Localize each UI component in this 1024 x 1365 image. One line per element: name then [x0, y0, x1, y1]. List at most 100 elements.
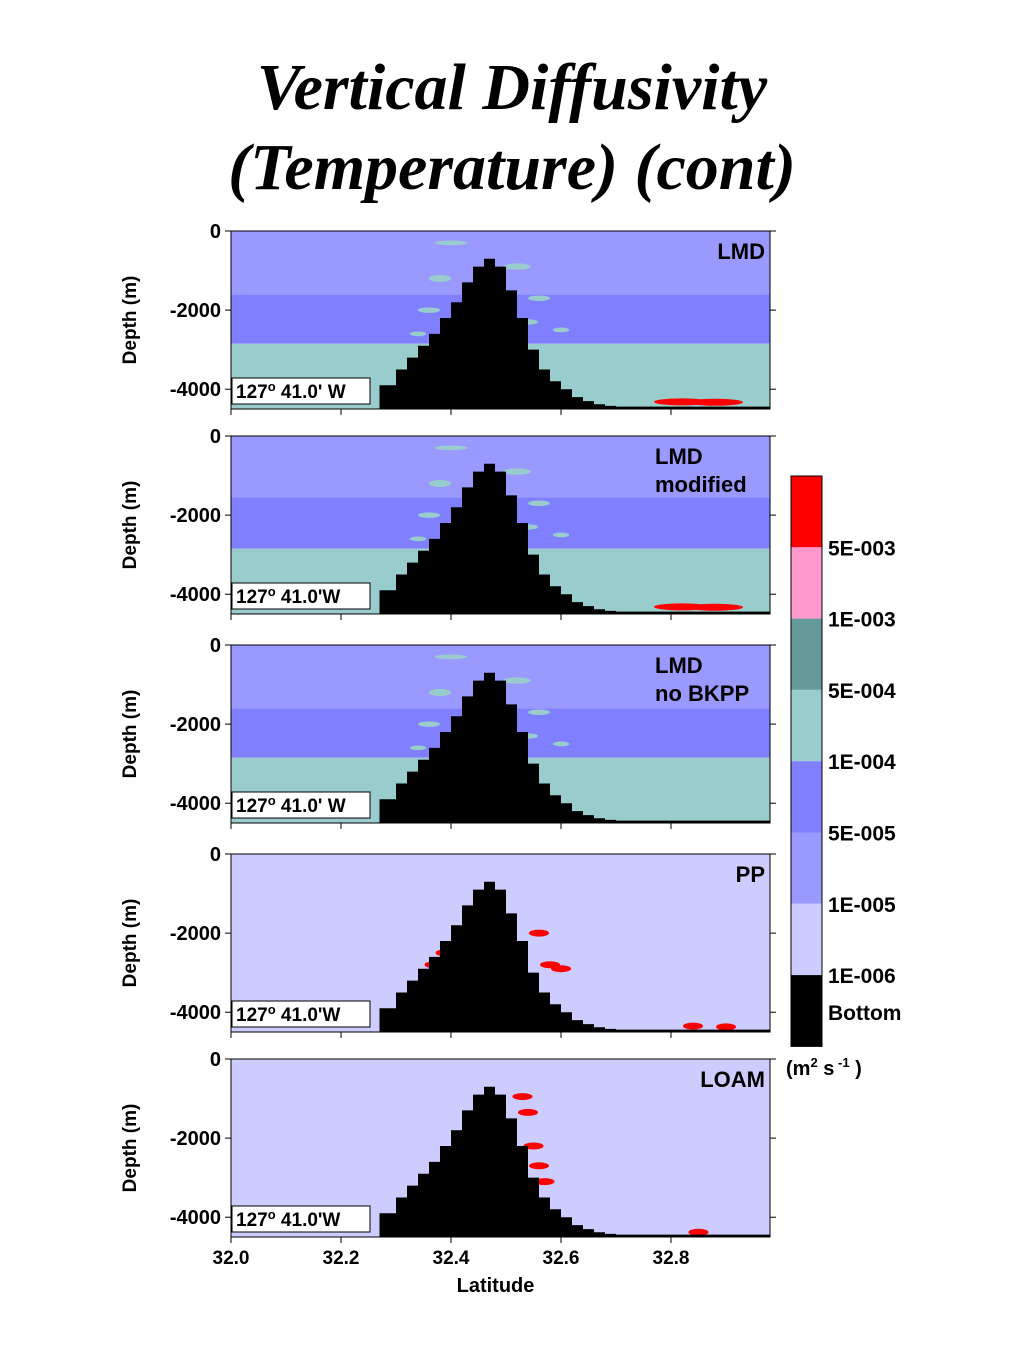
mixing-patch — [528, 295, 550, 302]
y-tick-label: -4000 — [170, 1207, 221, 1229]
panel-label: no BKPP — [655, 681, 749, 706]
y-tick-label: 0 — [210, 221, 221, 243]
colorbar-swatch — [791, 689, 822, 762]
location-box — [231, 377, 371, 405]
x-tick-label: 32.4 — [433, 1248, 470, 1269]
panel-label: LMD — [655, 444, 703, 469]
y-tick-label: -4000 — [170, 1002, 221, 1024]
seamount-bottom — [379, 258, 770, 409]
colorbar-frame — [790, 475, 823, 1047]
location-box — [231, 1205, 371, 1233]
panel-frame — [230, 435, 771, 615]
colorbar-swatch — [791, 903, 822, 976]
colorbar-swatch — [791, 476, 822, 548]
colorbar-label: 5E-004 — [828, 680, 896, 703]
high-diffusivity-patch — [518, 1108, 538, 1116]
mixing-patch — [434, 445, 468, 451]
colorbar-label: 5E-005 — [828, 823, 896, 846]
y-tick-label: -4000 — [170, 379, 221, 401]
y-tick-label: -2000 — [170, 505, 221, 527]
mixing-patch — [409, 536, 427, 542]
high-diffusivity-patch — [687, 603, 743, 611]
location-label: 127o 41.0'W — [236, 1002, 340, 1026]
colorbar-label: 1E-006 — [828, 965, 896, 988]
location-label: 127o 41.0'W — [236, 584, 340, 608]
mixing-patch — [552, 327, 570, 333]
y-tick-label: -2000 — [170, 923, 221, 945]
mixing-patch — [418, 307, 440, 313]
seamount-bottom — [379, 672, 770, 823]
colorbar-swatch — [791, 547, 822, 619]
mixing-patch — [503, 263, 531, 270]
panel-5: 0 -2000 -4000 Depth (m) LOAM 127o 41.0'W — [120, 1049, 776, 1243]
x-tick-label: 32.0 — [213, 1248, 250, 1269]
mixing-patch — [503, 468, 531, 475]
mixing-patch — [552, 741, 570, 747]
high-diffusivity-patch — [551, 965, 571, 973]
location-label: 127o 41.0'W — [236, 1207, 340, 1231]
high-diffusivity-patch — [716, 1023, 736, 1031]
high-diffusivity-patch — [529, 929, 549, 937]
seamount-bottom — [379, 1086, 770, 1237]
colorbar-units: (m2 s -1 ) — [786, 1055, 862, 1080]
high-diffusivity-patch — [534, 1178, 555, 1186]
panel-label: PP — [736, 862, 765, 887]
mixing-patch — [418, 721, 440, 727]
panel-2: 0 -2000 -4000 Depth (m) LMD modified 127o 41.0… — [120, 426, 776, 620]
panel-frame — [230, 1058, 771, 1238]
mixing-patch — [528, 500, 550, 507]
panel-frame — [230, 853, 771, 1033]
x-axis-label: Latitude — [457, 1275, 535, 1297]
y-tick-label: 0 — [210, 426, 221, 448]
colorbar-label: Bottom — [828, 1002, 901, 1025]
y-tick-label: -4000 — [170, 584, 221, 606]
title-line-1: Vertical Diffusivity — [256, 51, 768, 124]
high-diffusivity-patch — [512, 1093, 533, 1101]
mixing-patch — [434, 654, 468, 660]
colorbar: 5E-003 1E-003 5E-004 1E-004 5E-005 1E-005 1E-0… — [786, 475, 901, 1080]
mixing-patch — [429, 479, 451, 488]
mixing-patch — [552, 532, 570, 538]
panel-frame — [230, 230, 771, 410]
y-tick-label: 0 — [210, 1049, 221, 1071]
high-diffusivity-patch — [523, 1142, 544, 1150]
high-diffusivity-patch — [687, 398, 743, 406]
y-axis-label: Depth (m) — [120, 276, 141, 365]
x-tick-label: 32.2 — [323, 1248, 360, 1269]
location-label: 127o 41.0' W — [236, 379, 346, 403]
location-box — [231, 1000, 371, 1028]
x-tick-label: 32.8 — [653, 1248, 690, 1269]
mixing-patch — [528, 709, 550, 716]
y-axis-label: Depth (m) — [120, 481, 141, 570]
location-label: 127o 41.0' W — [236, 793, 346, 817]
page-title: Vertical Diffusivity (Temperature) (cont… — [0, 48, 1024, 208]
panel-4: 0 -2000 -4000 Depth (m) PP 127o 41.0'W — [120, 844, 776, 1038]
mixing-patch — [503, 677, 531, 684]
colorbar-label: 1E-004 — [828, 751, 896, 774]
y-tick-label: -2000 — [170, 714, 221, 736]
seamount-bottom — [379, 881, 770, 1032]
mixing-patch — [409, 331, 427, 337]
high-diffusivity-patch — [683, 1022, 703, 1030]
colorbar-swatch — [791, 832, 822, 904]
panel-label: LMD — [655, 653, 703, 678]
y-tick-label: -4000 — [170, 793, 221, 815]
title-line-2: (Temperature) (cont) — [228, 131, 796, 204]
mixing-patch — [409, 745, 427, 751]
high-diffusivity-patch — [529, 1162, 549, 1170]
colorbar-swatch — [791, 975, 822, 1047]
x-tick-label: 32.6 — [543, 1248, 580, 1269]
y-tick-label: -2000 — [170, 300, 221, 322]
y-tick-label: 0 — [210, 635, 221, 657]
mixing-patch — [434, 240, 468, 246]
panel-label: LMD — [717, 239, 765, 264]
colorbar-swatch — [791, 618, 822, 690]
y-axis-label: Depth (m) — [120, 1104, 141, 1193]
high-diffusivity-patch — [688, 1228, 709, 1236]
colorbar-label: 5E-003 — [828, 537, 896, 560]
y-axis-label: Depth (m) — [120, 690, 141, 779]
panel-3: 0 -2000 -4000 Depth (m) LMD no BKPP 127o 41.0'… — [120, 635, 776, 829]
mixing-patch — [418, 512, 440, 518]
panel-label: modified — [655, 472, 747, 497]
